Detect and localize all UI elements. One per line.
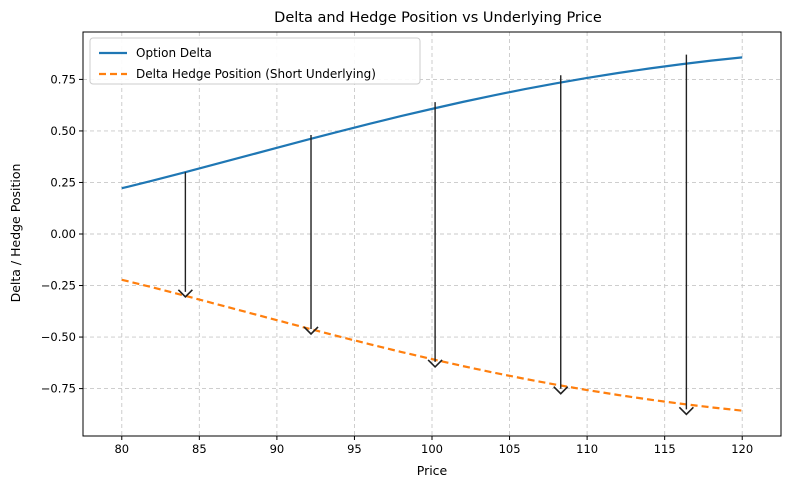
y-tick-label: 0.00 <box>50 227 76 241</box>
x-tick-label: 105 <box>499 442 521 456</box>
hedge-arrow-head <box>177 289 193 298</box>
x-tick-label: 90 <box>270 442 285 456</box>
x-tick-label: 120 <box>731 442 753 456</box>
x-tick-label: 95 <box>347 442 362 456</box>
x-tick-label: 85 <box>192 442 207 456</box>
y-axis-label: Delta / Hedge Position <box>8 164 23 303</box>
series-layer <box>121 56 743 412</box>
x-tick-label: 100 <box>421 442 443 456</box>
chart-title: Delta and Hedge Position vs Underlying P… <box>274 10 602 26</box>
legend-box <box>89 37 421 85</box>
y-axis-ticks: −0.75 −0.50 −0.25 0.00 0.25 0.50 0.75 <box>41 72 83 396</box>
y-tick-label: −0.25 <box>41 279 76 293</box>
legend: Option Delta Delta Hedge Position (Short … <box>89 37 421 85</box>
legend-label: Option Delta <box>136 46 212 60</box>
y-tick-label: 0.25 <box>50 175 76 189</box>
y-tick-label: −0.50 <box>41 330 76 344</box>
x-tick-label: 110 <box>576 442 598 456</box>
arrow-layer <box>177 54 694 416</box>
y-tick-label: 0.75 <box>50 72 76 86</box>
y-tick-label: −0.75 <box>41 382 76 396</box>
hedge-arrow-head <box>553 386 569 395</box>
x-tick-label: 80 <box>114 442 129 456</box>
y-tick-label: 0.50 <box>50 124 76 138</box>
hedge-arrow-head <box>678 406 694 416</box>
series-line-1 <box>121 278 743 412</box>
x-axis-ticks: 80 85 90 95 100 105 110 115 120 <box>114 436 753 456</box>
grid-lines <box>83 32 781 436</box>
x-axis-label: Price <box>417 463 448 478</box>
x-tick-label: 115 <box>654 442 676 456</box>
legend-label: Delta Hedge Position (Short Underlying) <box>136 67 376 81</box>
hedge-arrow-head <box>303 326 319 336</box>
hedge-arrow-head <box>427 359 443 369</box>
series-line-0 <box>121 56 743 190</box>
